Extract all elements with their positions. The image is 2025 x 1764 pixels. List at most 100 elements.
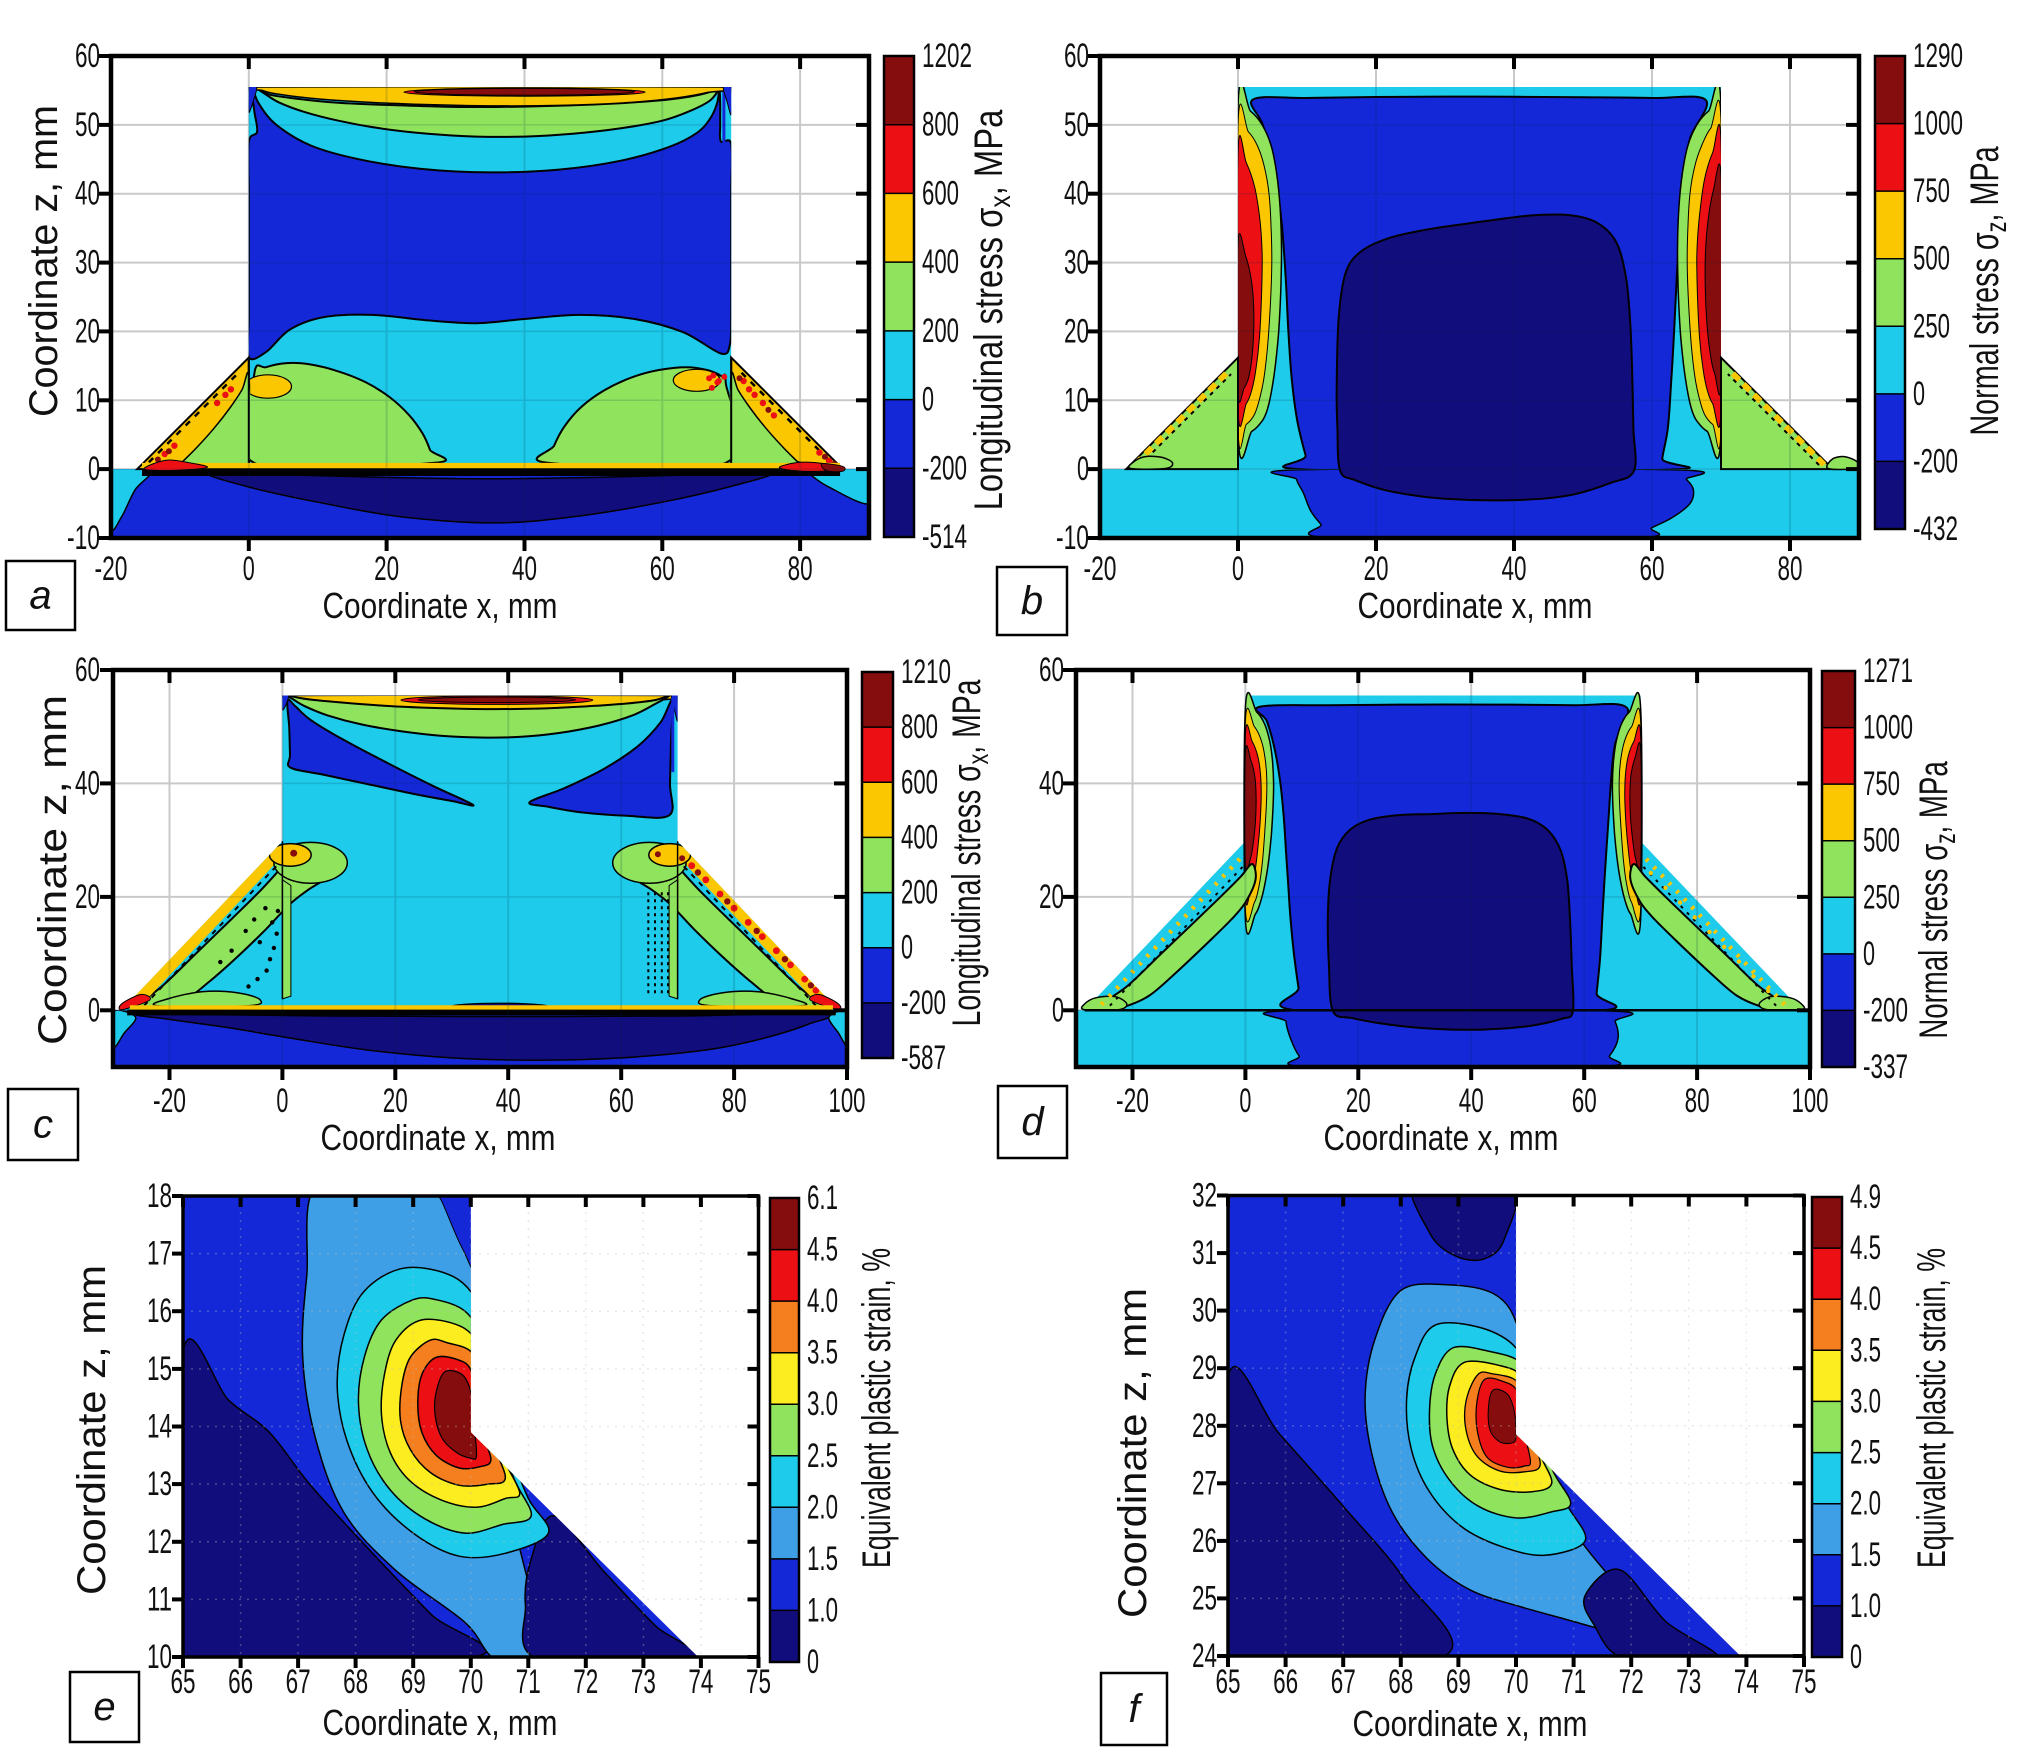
svg-text:80: 80: [1685, 1082, 1710, 1120]
svg-text:40: 40: [496, 1082, 521, 1120]
svg-text:16: 16: [147, 1292, 172, 1330]
svg-text:Normal stress σz, MPa: Normal stress σz, MPa: [1962, 146, 2012, 436]
svg-text:-200: -200: [922, 449, 967, 487]
svg-text:-20: -20: [1116, 1082, 1149, 1120]
svg-text:0: 0: [901, 929, 913, 967]
svg-text:80: 80: [788, 550, 813, 588]
svg-text:0: 0: [1850, 1638, 1862, 1676]
svg-text:600: 600: [922, 174, 959, 212]
svg-text:-20: -20: [95, 550, 128, 588]
svg-text:50: 50: [75, 106, 100, 144]
svg-text:0: 0: [1052, 991, 1064, 1029]
svg-text:29: 29: [1192, 1349, 1217, 1387]
svg-text:100: 100: [1792, 1082, 1829, 1120]
svg-text:Equivalent plastic strain, %: Equivalent plastic strain, %: [855, 1248, 900, 1568]
svg-text:-337: -337: [1863, 1048, 1908, 1086]
svg-text:60: 60: [1640, 550, 1665, 588]
svg-text:600: 600: [901, 763, 938, 801]
svg-text:0: 0: [276, 1082, 288, 1120]
svg-text:Coordinate z, mm: Coordinate z, mm: [22, 105, 66, 417]
svg-text:1.5: 1.5: [807, 1540, 838, 1578]
svg-text:40: 40: [1502, 550, 1527, 588]
svg-text:1.0: 1.0: [807, 1591, 838, 1629]
svg-text:1.0: 1.0: [1850, 1587, 1881, 1625]
svg-text:6.1: 6.1: [807, 1179, 838, 1217]
svg-text:200: 200: [901, 874, 938, 912]
svg-text:500: 500: [1913, 240, 1950, 278]
svg-text:60: 60: [609, 1082, 634, 1120]
svg-text:Coordinate x, mm: Coordinate x, mm: [323, 585, 558, 626]
svg-text:Equivalent plastic strain, %: Equivalent plastic strain, %: [1910, 1248, 1955, 1568]
svg-text:20: 20: [383, 1082, 408, 1120]
svg-text:Coordinate z, mm: Coordinate z, mm: [31, 695, 75, 1045]
svg-text:30: 30: [75, 244, 100, 282]
svg-text:c: c: [33, 1103, 53, 1147]
svg-text:-20: -20: [153, 1082, 186, 1120]
svg-text:24: 24: [1192, 1637, 1217, 1675]
svg-text:1210: 1210: [901, 653, 951, 691]
svg-text:72: 72: [1619, 1663, 1644, 1701]
svg-text:69: 69: [401, 1663, 426, 1701]
svg-text:67: 67: [286, 1663, 311, 1701]
svg-text:0: 0: [1232, 550, 1244, 588]
svg-text:25: 25: [1192, 1579, 1217, 1617]
svg-text:15: 15: [147, 1350, 172, 1388]
svg-text:65: 65: [1216, 1663, 1241, 1701]
svg-text:3.5: 3.5: [1850, 1331, 1881, 1369]
svg-text:1000: 1000: [1913, 105, 1963, 143]
svg-text:13: 13: [147, 1465, 172, 1503]
svg-text:20: 20: [75, 312, 100, 350]
svg-text:32: 32: [1192, 1177, 1217, 1215]
svg-text:68: 68: [1388, 1663, 1413, 1701]
svg-text:28: 28: [1192, 1407, 1217, 1445]
svg-text:18: 18: [147, 1177, 172, 1215]
svg-text:1290: 1290: [1913, 37, 1963, 75]
svg-text:70: 70: [1504, 1663, 1529, 1701]
svg-text:20: 20: [1364, 550, 1389, 588]
svg-text:d: d: [1021, 1100, 1045, 1144]
svg-text:Coordinate z, mm: Coordinate z, mm: [70, 1265, 114, 1595]
svg-text:40: 40: [1064, 175, 1089, 213]
svg-text:1271: 1271: [1863, 652, 1913, 690]
svg-text:-10: -10: [67, 519, 100, 557]
svg-text:250: 250: [1913, 307, 1950, 345]
svg-text:-20: -20: [1084, 550, 1117, 588]
svg-text:40: 40: [75, 764, 100, 802]
svg-text:80: 80: [722, 1082, 747, 1120]
svg-text:60: 60: [75, 37, 100, 75]
svg-text:10: 10: [75, 381, 100, 419]
svg-text:200: 200: [922, 312, 959, 350]
svg-text:Longitudinal stress σx, MPa: Longitudinal stress σx, MPa: [966, 109, 1017, 510]
svg-text:3.0: 3.0: [807, 1385, 838, 1423]
svg-text:50: 50: [1064, 106, 1089, 144]
svg-text:71: 71: [1561, 1663, 1586, 1701]
svg-text:3.5: 3.5: [807, 1334, 838, 1372]
svg-text:74: 74: [688, 1663, 713, 1701]
svg-text:Longitudinal stress σx, MPa: Longitudinal stress σx, MPa: [945, 679, 995, 1026]
svg-text:40: 40: [1039, 764, 1064, 802]
svg-text:-432: -432: [1913, 510, 1958, 548]
svg-text:66: 66: [1273, 1663, 1298, 1701]
svg-text:Coordinate x, mm: Coordinate x, mm: [1353, 1703, 1588, 1744]
svg-text:68: 68: [343, 1663, 368, 1701]
svg-text:b: b: [1021, 579, 1043, 623]
svg-text:3.0: 3.0: [1850, 1382, 1881, 1420]
svg-text:-514: -514: [922, 518, 967, 556]
svg-text:0: 0: [88, 991, 100, 1029]
svg-text:100: 100: [829, 1082, 866, 1120]
svg-text:500: 500: [1863, 822, 1900, 860]
svg-text:0: 0: [807, 1643, 819, 1681]
svg-text:66: 66: [228, 1663, 253, 1701]
svg-text:Coordinate x, mm: Coordinate x, mm: [1358, 585, 1593, 626]
svg-text:2.0: 2.0: [1850, 1485, 1881, 1523]
svg-text:400: 400: [922, 243, 959, 281]
svg-text:4.5: 4.5: [1850, 1229, 1881, 1267]
svg-text:20: 20: [1346, 1082, 1371, 1120]
svg-text:Coordinate x, mm: Coordinate x, mm: [1324, 1117, 1559, 1158]
svg-text:60: 60: [1572, 1082, 1597, 1120]
svg-text:73: 73: [1676, 1663, 1701, 1701]
svg-text:0: 0: [1913, 375, 1925, 413]
svg-text:750: 750: [1913, 172, 1950, 210]
svg-text:2.5: 2.5: [1850, 1434, 1881, 1472]
svg-text:0: 0: [1863, 935, 1875, 973]
